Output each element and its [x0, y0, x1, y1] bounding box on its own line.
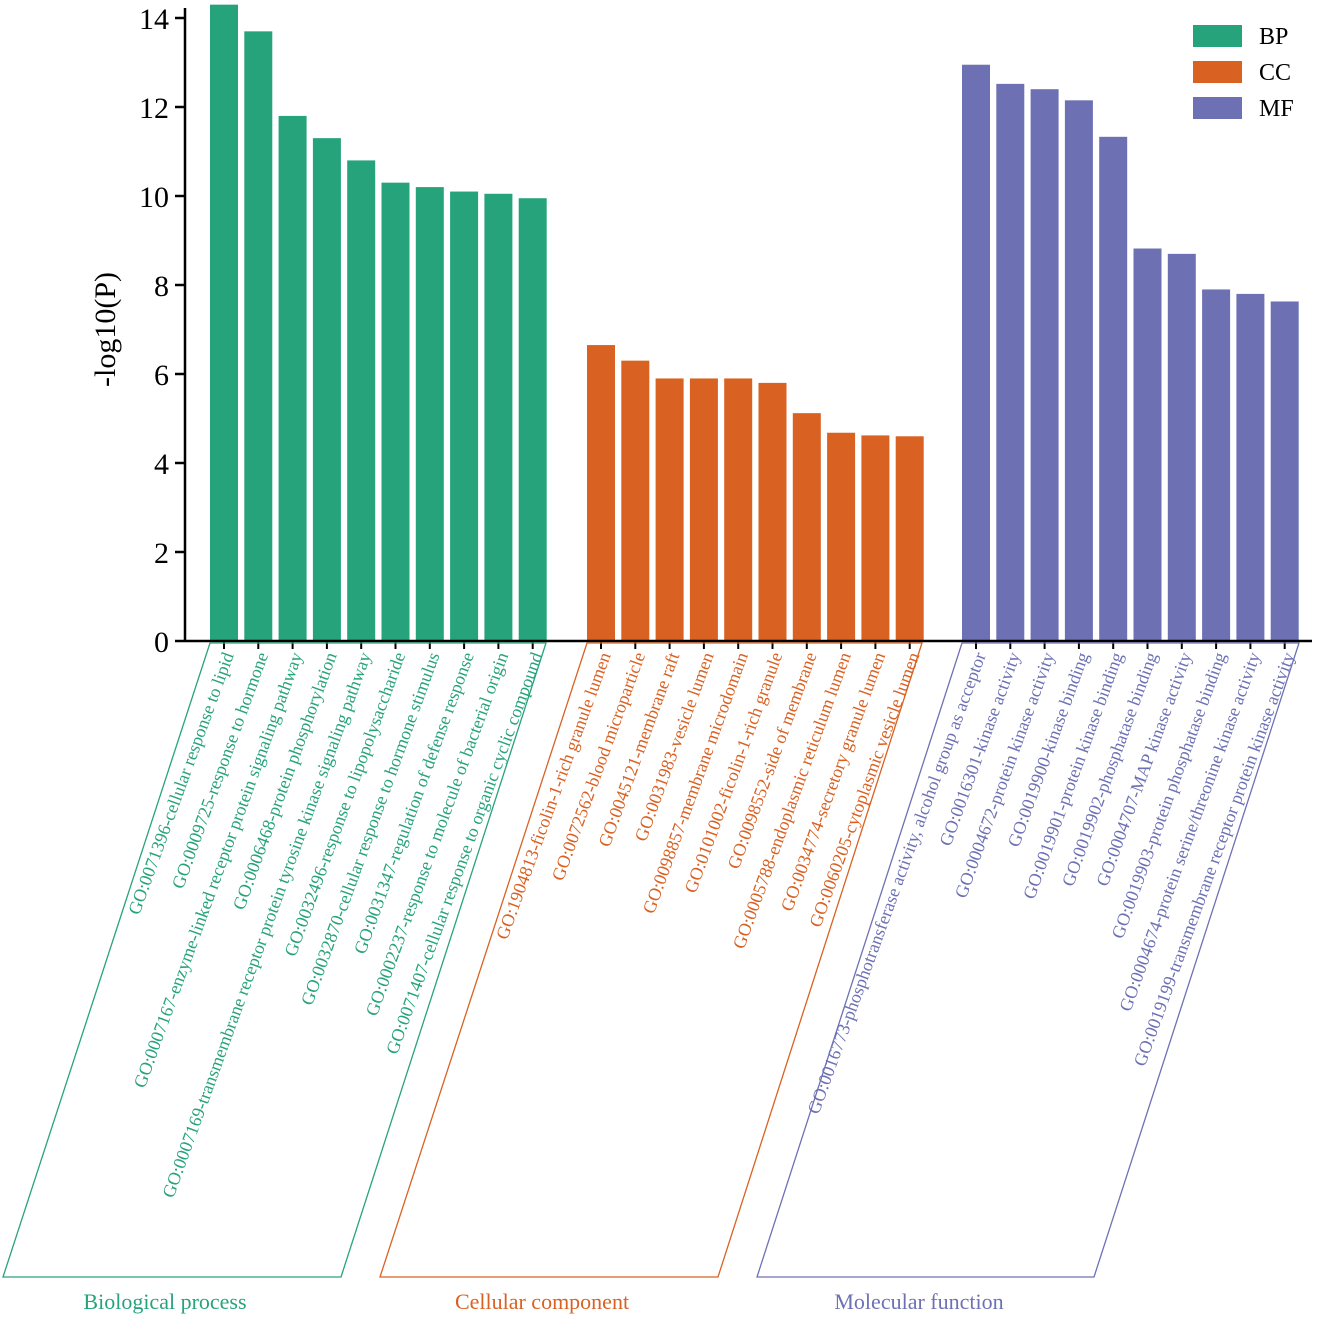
bar-mf-10: [1270, 301, 1299, 641]
bar-mf-9: [1236, 293, 1265, 641]
bar-cc-3: [655, 378, 684, 641]
bar-mf-2: [996, 83, 1025, 642]
legend-label-cc: CC: [1259, 60, 1291, 86]
bar-bp-9: [484, 193, 513, 641]
bar-bp-8: [450, 191, 479, 642]
bar-cc-4: [689, 378, 718, 641]
bar-mf-1: [962, 64, 990, 642]
bar-cc-9: [861, 435, 890, 641]
legend: BP CC MF: [1193, 24, 1294, 122]
y-tick-label: 2: [154, 537, 169, 570]
bar-bp-7: [415, 187, 444, 641]
group-brackets: Biological process Cellular component Mole…: [2, 642, 1300, 1314]
bar-cc-1: [587, 345, 615, 641]
bar-mf-6: [1133, 248, 1162, 641]
bar-bp-1: [210, 4, 238, 641]
bar-bp-3: [278, 115, 307, 641]
group-title-mf: Molecular function: [834, 1289, 1003, 1314]
y-tick-label: 10: [139, 181, 169, 214]
legend-swatch-cc: [1193, 61, 1242, 83]
bracket-bp: [2, 642, 547, 1278]
y-tick-label: 0: [154, 626, 169, 659]
group-title-bp: Biological process: [83, 1289, 246, 1314]
legend-swatch-bp: [1193, 25, 1242, 47]
bars: [210, 4, 1299, 642]
y-tick-label: 14: [139, 3, 169, 36]
legend-label-mf: MF: [1259, 96, 1294, 122]
bar-bp-4: [312, 138, 341, 641]
y-tick-label: 4: [154, 448, 169, 481]
y-axis-label: -log10(P): [89, 272, 122, 387]
bar-cc-7: [792, 413, 821, 641]
y-tick-label: 8: [154, 270, 169, 303]
bar-mf-7: [1167, 253, 1196, 641]
bar-bp-5: [347, 160, 376, 641]
bar-cc-10: [895, 436, 924, 641]
bar-mf-8: [1202, 289, 1231, 641]
legend-swatch-mf: [1193, 97, 1242, 119]
bar-bp-2: [244, 31, 273, 642]
bar-mf-3: [1030, 89, 1059, 641]
bar-cc-8: [827, 432, 856, 641]
y-tick-label: 6: [154, 359, 169, 392]
bar-mf-5: [1099, 136, 1128, 641]
y-tick-label: 12: [139, 92, 169, 125]
bar-mf-4: [1064, 100, 1093, 641]
legend-label-bp: BP: [1259, 24, 1288, 50]
x-axis: [185, 639, 1312, 649]
category-labels: GO:0071396-cellular response to lipidGO:…: [124, 650, 1298, 1201]
bracket-cc: [379, 642, 923, 1278]
bracket-mf: [756, 642, 1300, 1278]
y-axis: 0 2 4 6 8 10 12 14 -log10(P): [89, 3, 187, 659]
bar-bp-10: [518, 198, 547, 641]
bar-cc-5: [724, 378, 753, 641]
bar-cc-2: [621, 360, 650, 641]
group-title-cc: Cellular component: [455, 1289, 629, 1314]
bar-bp-6: [381, 182, 410, 641]
bar-cc-6: [758, 382, 787, 641]
